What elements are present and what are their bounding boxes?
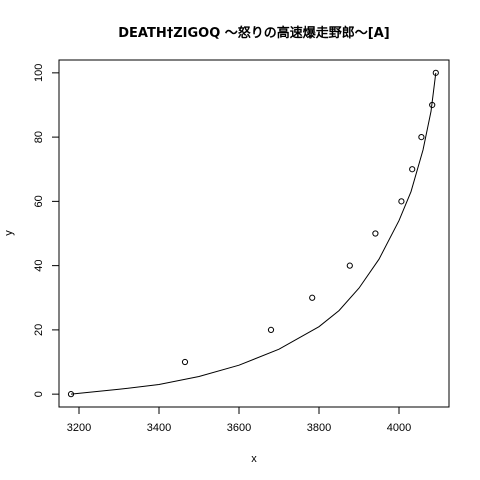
y-tick-label: 0 [33,391,45,397]
x-tick-label: 4000 [387,422,411,434]
y-axis: 0 20 40 60 80 100 [33,64,60,397]
data-points [67,69,439,398]
data-point [429,101,436,109]
y-tick-label: 60 [33,195,45,207]
x-tick-label: 3200 [67,422,91,434]
x-axis-label: x [251,453,257,465]
y-tick-label: 40 [33,260,45,272]
fit-curve-line [70,72,437,395]
data-point [181,358,189,366]
data-point [398,198,405,205]
data-point [432,69,439,76]
x-tick-label: 3600 [227,422,251,434]
y-tick-label: 100 [33,64,45,82]
data-point [267,326,275,333]
x-tick-label: 3800 [307,422,331,434]
chart-title: DEATH†ZIGOQ ～怒りの高速爆走野郎～[A] [118,25,389,41]
data-point [346,262,353,269]
y-tick-label: 80 [33,131,45,143]
y-axis-label: y [3,230,15,236]
data-point [309,294,316,301]
plot-frame [58,59,450,408]
x-axis: 3200 3400 3600 3800 4000 [67,406,411,434]
data-point [372,230,379,237]
x-tick-label: 3400 [147,422,171,434]
data-point [67,391,75,398]
y-tick-label: 20 [33,324,45,336]
data-point [418,134,425,141]
data-point [409,166,416,173]
